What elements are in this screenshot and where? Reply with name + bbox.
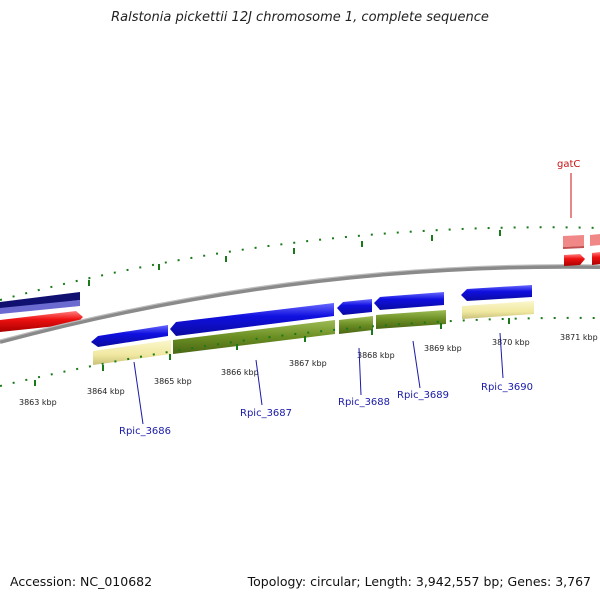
gene-label-Rpic_3686[interactable]: Rpic_3686 xyxy=(119,426,171,437)
inner-tick-track xyxy=(0,316,600,387)
gene-label-Rpic_3688[interactable]: Rpic_3688 xyxy=(338,397,390,408)
cds-track xyxy=(91,285,532,347)
cog-track xyxy=(93,301,534,365)
tick-label: 3868 kbp xyxy=(357,351,395,360)
gatC-feature[interactable] xyxy=(563,173,600,266)
gene-arrow-Rpic_3686[interactable] xyxy=(91,325,168,347)
gene-label-Rpic_3687[interactable]: Rpic_3687 xyxy=(240,408,292,419)
outer-tick-track xyxy=(0,226,600,301)
tick-label: 3871 kbp xyxy=(560,333,598,342)
gene-arrow-Rpic_3690[interactable] xyxy=(461,285,532,301)
tick-label: 3865 kbp xyxy=(154,377,192,386)
tick-label: 3866 kbp xyxy=(221,368,259,377)
tick-label: 3870 kbp xyxy=(492,338,530,347)
left-features xyxy=(0,292,83,332)
accession-label: Accession: NC_010682 xyxy=(10,574,153,589)
gene-label-Rpic_3689[interactable]: Rpic_3689 xyxy=(397,390,449,401)
gene-label-Rpic_3690[interactable]: Rpic_3690 xyxy=(481,382,533,393)
gene-arrow-Rpic_3687[interactable] xyxy=(170,303,334,336)
tick-label: 3864 kbp xyxy=(87,387,125,396)
tick-label: 3867 kbp xyxy=(289,359,327,368)
tick-label: 3863 kbp xyxy=(19,398,57,407)
gene-label-gatC[interactable]: gatC xyxy=(557,159,580,170)
tick-label: 3869 kbp xyxy=(424,344,462,353)
genome-summary: Topology: circular; Length: 3,942,557 bp… xyxy=(247,574,591,589)
gene-labels: Rpic_3686 Rpic_3687 Rpic_3688 Rpic_3689 … xyxy=(119,159,580,437)
map-title: Ralstonia pickettii 12J chromosome 1, co… xyxy=(111,10,489,25)
gene-arrow-Rpic_3688[interactable] xyxy=(337,299,372,315)
genome-backbone xyxy=(0,264,600,344)
gene-arrow-Rpic_3689[interactable] xyxy=(374,292,444,310)
tick-labels: 3863 kbp 3864 kbp 3865 kbp 3866 kbp 3867… xyxy=(19,333,598,407)
gene-leader-lines xyxy=(133,332,504,425)
